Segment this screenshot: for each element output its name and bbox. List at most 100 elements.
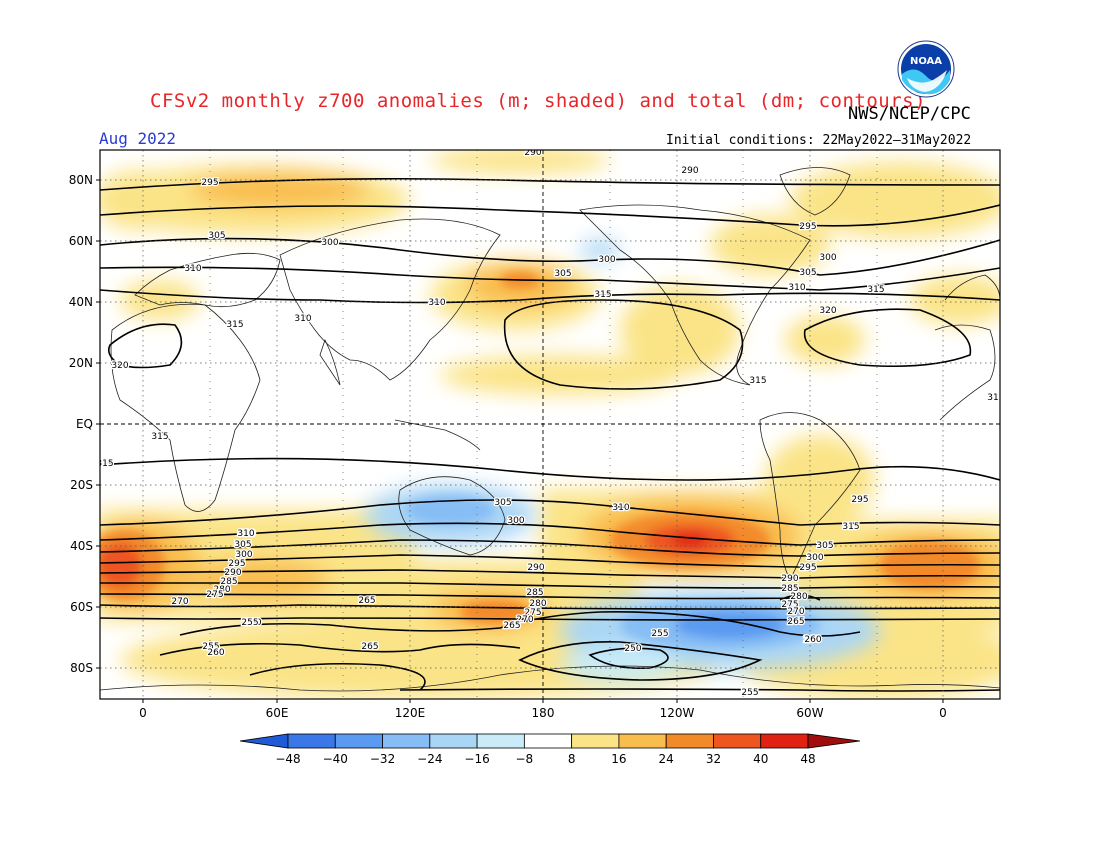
colorbar-swatch <box>713 733 762 749</box>
contour-label: 305 <box>816 541 833 551</box>
contour-label: 305 <box>494 498 511 508</box>
contour-label: 305 <box>554 269 571 279</box>
contour-label: 305 <box>234 540 251 550</box>
colorbar-tick-label: −24 <box>417 752 442 766</box>
colorbar-swatch <box>476 733 525 749</box>
contour-label: 310 <box>788 283 805 293</box>
colorbar-swatch <box>429 733 478 749</box>
colorbar-swatch <box>665 733 714 749</box>
colorbar-tick-label: 48 <box>800 752 815 766</box>
contour-label: 260 <box>207 648 224 658</box>
contour-label: 295 <box>851 495 868 505</box>
contour-label: 260 <box>244 618 261 628</box>
contour-label: 260 <box>803 635 820 645</box>
contour-label: 255 <box>202 642 219 652</box>
colorbar-tick-label: −16 <box>464 752 489 766</box>
noaa-logo-text: NOAA <box>910 56 942 67</box>
colorbar-tick-label: 32 <box>706 752 721 766</box>
lat-label: 80S <box>70 661 93 675</box>
lon-label: 120E <box>395 706 426 720</box>
colorbar-swatch <box>287 733 336 749</box>
colorbar-swatch <box>618 733 667 749</box>
contour-label: 265 <box>358 596 375 606</box>
colorbar-tick-label: 40 <box>753 752 768 766</box>
colorbar-tick-label: 8 <box>568 752 576 766</box>
contour-label: 255 <box>241 618 258 628</box>
contour-label: 275 <box>781 600 798 610</box>
contour-label: 290 <box>524 148 541 158</box>
longitude-labels: 0 60E 120E 180 120W 60W 0 <box>139 699 947 720</box>
contour-label: 315 <box>594 290 611 300</box>
contour-label: 295 <box>228 559 245 569</box>
lat-label: 60N <box>69 234 93 248</box>
contour-label: 315 <box>842 522 859 532</box>
lat-label: 40N <box>69 295 93 309</box>
lat-label: 60S <box>70 600 93 614</box>
contour-label: 290 <box>781 574 798 584</box>
latitude-labels: 80N 60N 40N 20N EQ 20S 40S 60S 80S <box>69 173 100 675</box>
colorbar: −48 −40 −32 −24 −16 −8 8 16 24 32 40 48 <box>239 733 861 766</box>
lat-label: 20S <box>70 478 93 492</box>
contour-label: 285 <box>220 577 237 587</box>
contour-label: 310 <box>238 529 255 539</box>
reference-lines <box>100 150 1000 699</box>
lon-label: 0 <box>139 706 147 720</box>
coastlines <box>100 167 1000 692</box>
contour-label: 275 <box>524 608 541 618</box>
contour-label: 255 <box>741 688 758 698</box>
colorbar-tick-label: −40 <box>323 752 348 766</box>
contour-label: 255 <box>651 629 668 639</box>
contour-label: 300 <box>819 253 836 263</box>
contour-label: 320 <box>111 361 128 371</box>
contour-label: 290 <box>681 166 698 176</box>
contour-label: 280 <box>790 592 807 602</box>
lat-label: EQ <box>76 417 93 431</box>
contour-label: 315 <box>151 432 168 442</box>
colorbar-tick-label: −8 <box>516 752 534 766</box>
lon-label: 0 <box>939 706 947 720</box>
contour-label: 285 <box>526 588 543 598</box>
lat-label: 40S <box>70 539 93 553</box>
contour-label: 310 <box>184 264 201 274</box>
lon-label: 60E <box>266 706 289 720</box>
contour-label: 315 <box>226 320 243 330</box>
contour-label: 310 <box>612 503 629 513</box>
colorbar-swatch <box>382 733 431 749</box>
noaa-logo-icon: NOAA <box>897 40 955 98</box>
contour-label: 300 <box>507 516 524 526</box>
contour-label: 290 <box>224 568 241 578</box>
contour-label: 270 <box>516 615 533 625</box>
contour-label: 310 <box>788 284 805 294</box>
initial-conditions-label: Initial conditions: 22May2022–31May2022 <box>666 133 972 148</box>
contour-label: 300 <box>321 238 338 248</box>
colorbar-low-arrow <box>239 733 289 749</box>
contour-label: 265 <box>361 642 378 652</box>
contour-label: 310 <box>237 529 254 539</box>
contour-label: 305 <box>208 231 225 241</box>
colorbar-tick-label: −48 <box>275 752 300 766</box>
colorbar-tick-label: −32 <box>370 752 395 766</box>
contour-label: 285 <box>781 584 798 594</box>
contour-label: 300 <box>235 550 252 560</box>
colorbar-tick-label: 24 <box>659 752 674 766</box>
contour-label: 260 <box>804 635 821 645</box>
contour-label: 31 <box>987 393 998 403</box>
lat-lon-grid <box>100 150 1000 699</box>
contour-label: 315 <box>151 432 168 442</box>
contour-label: 280 <box>213 585 230 595</box>
lat-label: 80N <box>69 173 93 187</box>
contour-label: 275 <box>206 590 223 600</box>
contour-label: 315 <box>749 376 766 386</box>
colorbar-swatch <box>571 733 620 749</box>
lon-label: 60W <box>796 706 823 720</box>
contour-label: 300 <box>806 553 823 563</box>
contour-label: 315 <box>96 459 113 469</box>
lat-label: 20N <box>69 356 93 370</box>
contour-label: 295 <box>799 563 816 573</box>
colorbar-tick-label: 16 <box>611 752 626 766</box>
contour-label: 315 <box>867 285 884 295</box>
contour-label: 265 <box>787 617 804 627</box>
